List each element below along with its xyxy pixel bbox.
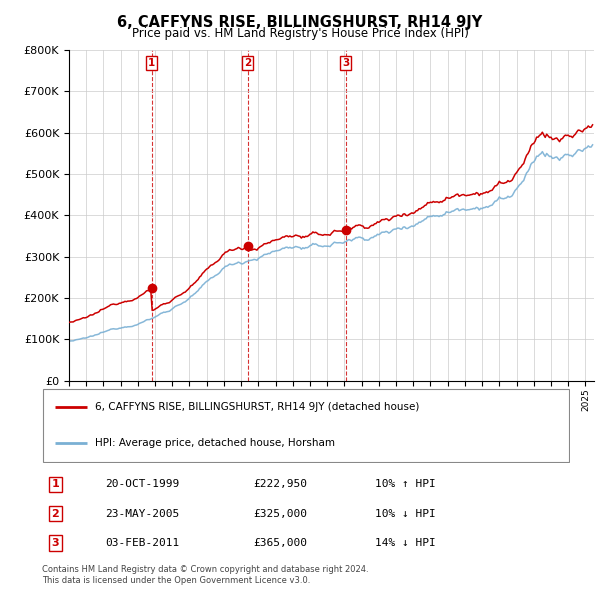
Text: 10% ↑ HPI: 10% ↑ HPI <box>374 480 436 489</box>
Text: 23-MAY-2005: 23-MAY-2005 <box>106 509 179 519</box>
Text: Price paid vs. HM Land Registry's House Price Index (HPI): Price paid vs. HM Land Registry's House … <box>131 27 469 40</box>
Text: 20-OCT-1999: 20-OCT-1999 <box>106 480 179 489</box>
Text: 2: 2 <box>244 58 251 68</box>
Text: 3: 3 <box>52 538 59 548</box>
Text: £222,950: £222,950 <box>253 480 307 489</box>
FancyBboxPatch shape <box>43 389 569 463</box>
Text: HPI: Average price, detached house, Horsham: HPI: Average price, detached house, Hors… <box>95 438 335 448</box>
Text: 1: 1 <box>52 480 59 489</box>
Text: 1: 1 <box>148 58 155 68</box>
Text: 6, CAFFYNS RISE, BILLINGSHURST, RH14 9JY: 6, CAFFYNS RISE, BILLINGSHURST, RH14 9JY <box>118 15 482 30</box>
Text: 10% ↓ HPI: 10% ↓ HPI <box>374 509 436 519</box>
Text: 03-FEB-2011: 03-FEB-2011 <box>106 538 179 548</box>
Text: 14% ↓ HPI: 14% ↓ HPI <box>374 538 436 548</box>
Text: 2: 2 <box>52 509 59 519</box>
Text: Contains HM Land Registry data © Crown copyright and database right 2024.
This d: Contains HM Land Registry data © Crown c… <box>42 565 368 585</box>
Text: 6, CAFFYNS RISE, BILLINGSHURST, RH14 9JY (detached house): 6, CAFFYNS RISE, BILLINGSHURST, RH14 9JY… <box>95 402 419 412</box>
Text: 3: 3 <box>342 58 349 68</box>
Text: £365,000: £365,000 <box>253 538 307 548</box>
Text: £325,000: £325,000 <box>253 509 307 519</box>
